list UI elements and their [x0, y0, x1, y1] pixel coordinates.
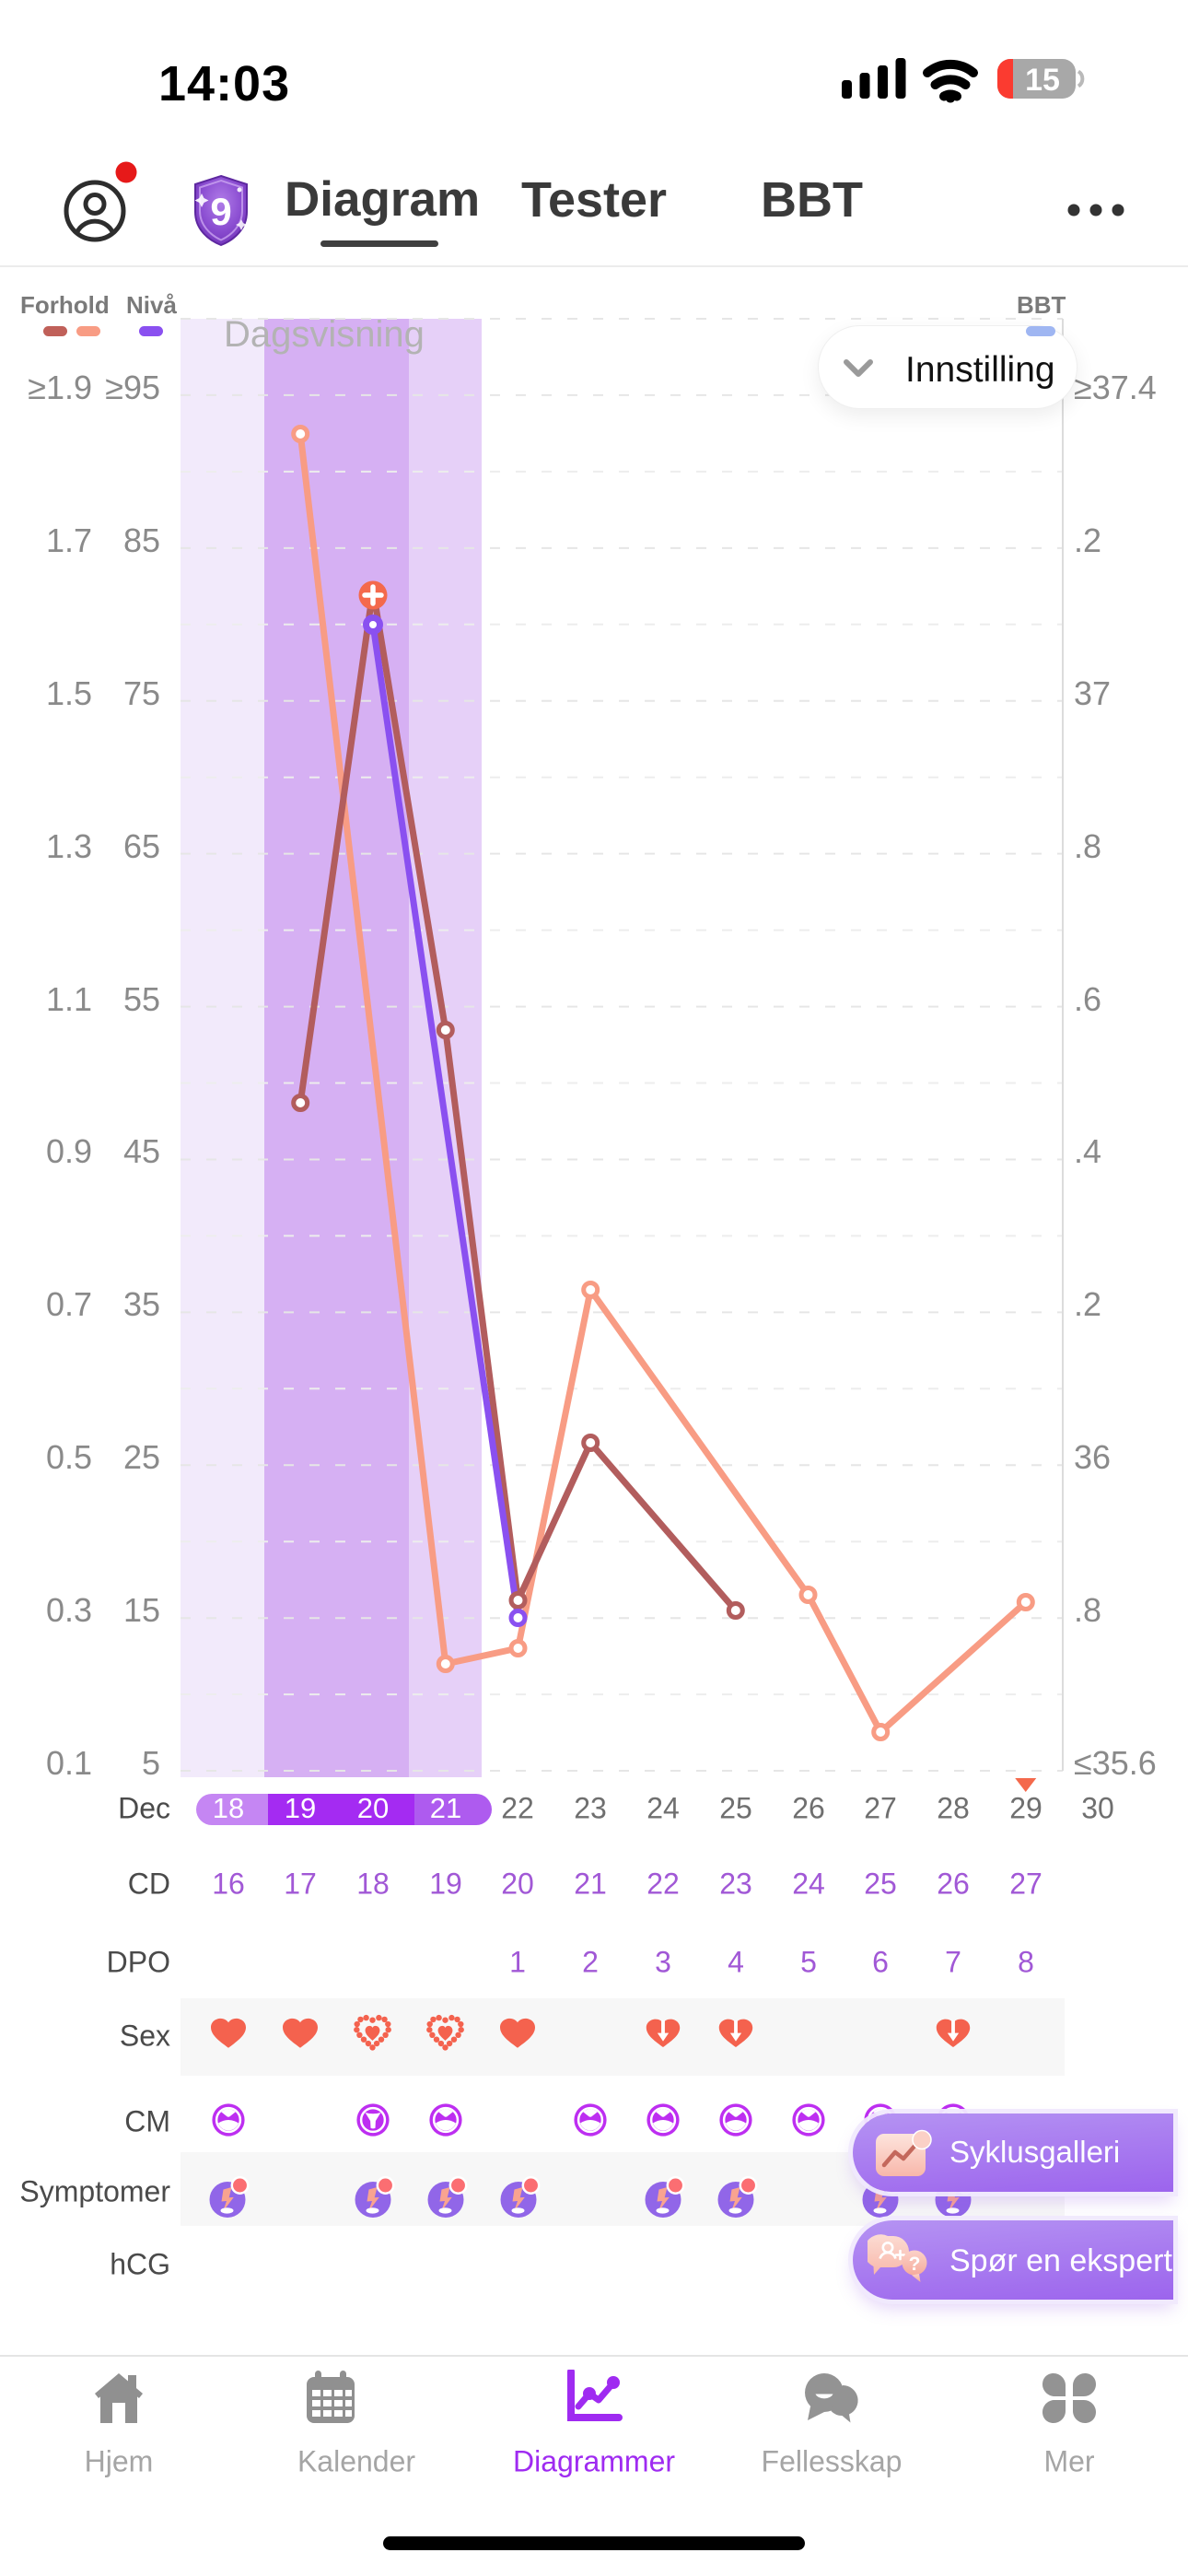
svg-text:Dagsvisning: Dagsvisning: [224, 314, 425, 355]
svg-text:.2: .2: [1074, 521, 1101, 559]
svg-text:0.7: 0.7: [46, 1285, 92, 1323]
svg-text:25: 25: [123, 1438, 160, 1476]
svg-text:65: 65: [123, 827, 160, 865]
svg-text:.2: .2: [1074, 1285, 1101, 1323]
svg-text:0.9: 0.9: [46, 1132, 92, 1170]
svg-text:?: ?: [909, 2254, 921, 2275]
svg-text:0.5: 0.5: [46, 1438, 92, 1476]
svg-text:5: 5: [142, 1744, 160, 1782]
svg-text:45: 45: [123, 1132, 160, 1170]
svg-text:0.1: 0.1: [46, 1744, 92, 1782]
svg-text:≤35.6: ≤35.6: [1074, 1744, 1157, 1782]
svg-text:55: 55: [123, 980, 160, 1018]
svg-text:≥37.4: ≥37.4: [1074, 369, 1157, 406]
svg-text:1.1: 1.1: [46, 980, 92, 1018]
svg-text:1.5: 1.5: [46, 674, 92, 712]
svg-text:≥95: ≥95: [105, 369, 160, 406]
svg-text:.4: .4: [1074, 1132, 1101, 1170]
svg-text:.8: .8: [1074, 1591, 1101, 1629]
svg-text:37: 37: [1074, 674, 1111, 712]
svg-text:75: 75: [123, 674, 160, 712]
svg-text:1.3: 1.3: [46, 827, 92, 865]
svg-text:9: 9: [210, 190, 231, 233]
svg-text:1.7: 1.7: [46, 521, 92, 559]
svg-text:85: 85: [123, 521, 160, 559]
svg-text:≥1.9: ≥1.9: [28, 369, 92, 406]
svg-text:15: 15: [1025, 63, 1060, 98]
svg-text:.8: .8: [1074, 827, 1101, 865]
svg-text:36: 36: [1074, 1438, 1111, 1476]
svg-text:15: 15: [123, 1591, 160, 1629]
svg-text:.6: .6: [1074, 980, 1101, 1018]
svg-text:0.3: 0.3: [46, 1591, 92, 1629]
svg-text:35: 35: [123, 1285, 160, 1323]
